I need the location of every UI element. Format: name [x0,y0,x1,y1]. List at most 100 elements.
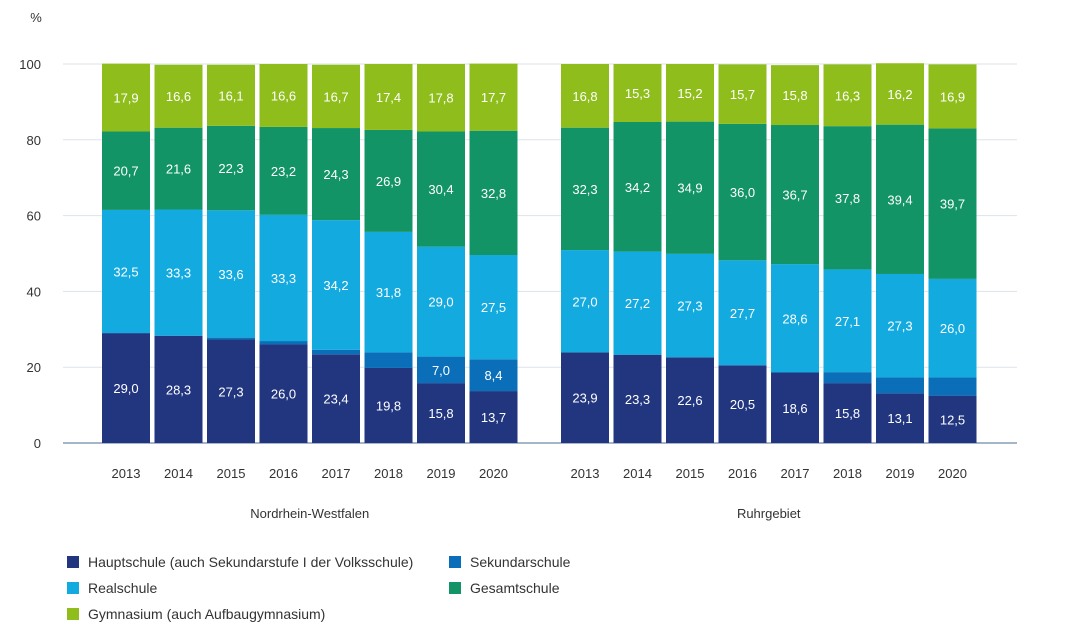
x-tick-label: 2019 [427,466,456,481]
bar-segment-hauptschule [718,365,767,443]
data-label-gesamtschule: 24,3 [323,167,348,182]
data-label-gesamtschule: 32,8 [481,186,506,201]
data-label-gesamtschule: 22,3 [218,161,243,176]
data-label-gymnasium: 16,1 [218,88,243,103]
data-label-gesamtschule: 21,6 [166,162,191,177]
bar-segment-hauptschule [823,383,872,443]
bar-segment-gesamtschule [417,131,465,247]
y-tick-label: 40 [27,284,41,299]
bar-segment-gymnasium [666,64,714,122]
bar-segment-gesamtschule [613,121,662,252]
data-label-hauptschule: 15,8 [835,406,860,421]
bar-segment-gymnasium [102,63,150,132]
bar-segment-realschule [154,209,203,336]
bar-segment-gymnasium [613,64,662,122]
grid-lines [63,63,1017,444]
data-label-realschule: 27,3 [677,299,702,314]
legend-swatch-gymnasium [67,608,79,620]
bar-segment-sekundarschule [823,372,872,384]
data-label-gesamtschule: 36,0 [730,185,755,200]
y-tick-label: 0 [34,436,41,451]
data-label-realschule: 27,3 [887,319,912,334]
data-label-hauptschule: 13,1 [887,411,912,426]
bar-segment-gesamtschule [364,129,413,232]
data-label-sekundarschule: 7,0 [432,363,450,378]
data-label-realschule: 28,6 [782,311,807,326]
bar-segment-gesamtschule [876,124,924,274]
y-tick-label: 100 [19,57,41,72]
data-label-realschule: 33,3 [166,266,191,281]
data-label-hauptschule: 22,6 [677,393,702,408]
legend-item-hauptschule: Hauptschule (auch Sekundarstufe I der Vo… [67,552,413,572]
bar-segment-gymnasium [259,64,308,127]
data-label-realschule: 27,1 [835,314,860,329]
bar-segment-realschule [364,231,413,353]
legend-item-gymnasium: Gymnasium (auch Aufbaugymnasium) [67,604,325,624]
x-tick-label: 2017 [781,466,810,481]
y-tick-label: 60 [27,209,41,224]
bar-segment-gymnasium [417,64,465,132]
data-label-gymnasium: 16,9 [940,89,965,104]
bar-segment-hauptschule [561,352,609,443]
bar-segment-gesamtschule [823,126,872,270]
data-label-realschule: 27,2 [625,296,650,311]
data-label-gesamtschule: 37,8 [835,191,860,206]
bar-segment-gesamtschule [259,126,308,215]
data-label-gesamtschule: 39,4 [887,192,912,207]
data-label-hauptschule: 15,8 [428,406,453,421]
y-axis: 0 20 40 60 80 100 [19,57,41,451]
bar-segment-gymnasium [876,63,924,125]
bar-segment-hauptschule [613,354,662,443]
data-label-realschule: 27,5 [481,300,506,315]
bar-segment-realschule [718,260,767,366]
bar-segment-realschule [876,273,924,378]
data-label-realschule: 34,2 [323,278,348,293]
data-label-gymnasium: 15,8 [782,88,807,103]
data-label-realschule: 27,0 [572,294,597,309]
bar-segment-gymnasium [154,64,203,128]
bar-segment-realschule [823,269,872,373]
bar-segment-gymnasium [771,65,819,126]
data-label-hauptschule: 20,5 [730,397,755,412]
legend-swatch-hauptschule [67,556,79,568]
legend: Hauptschule (auch Sekundarstufe I der Vo… [67,549,627,629]
bar-segment-gymnasium [364,64,413,130]
bar-segment-sekundarschule [469,359,518,392]
bar-segment-gesamtschule [312,128,360,221]
bar-segment-hauptschule [102,333,150,443]
data-label-gymnasium: 17,9 [113,91,138,106]
data-label-hauptschule: 26,0 [271,387,296,402]
data-label-hauptschule: 23,4 [323,392,348,407]
bar-segment-realschule [207,210,255,338]
bar-segment-gesamtschule [928,128,977,279]
bar-segment-gesamtschule [666,121,714,254]
bar-segment-realschule [613,251,662,355]
legend-label-gesamtschule: Gesamtschule [470,580,560,596]
x-tick-label: 2018 [833,466,862,481]
data-label-sekundarschule: 8,4 [484,368,502,383]
bar-segment-gesamtschule [771,125,819,265]
x-tick-label: 2014 [623,466,652,481]
group-label: Ruhrgebiet [737,506,801,521]
x-tick-label: 2015 [217,466,246,481]
data-label-gymnasium: 16,6 [166,89,191,104]
bar-segment-gymnasium [469,63,518,131]
data-label-gymnasium: 16,7 [323,89,348,104]
bar-segment-realschule [771,264,819,373]
legend-label-sekundarschule: Sekundarschule [470,554,571,570]
y-tick-label: 80 [27,133,41,148]
data-label-realschule: 33,6 [218,267,243,282]
bar-segment-hauptschule [259,344,308,443]
bar-segment-sekundarschule [928,377,977,396]
data-label-gesamtschule: 34,2 [625,180,650,195]
data-label-gesamtschule: 23,2 [271,164,296,179]
x-tick-label: 2014 [164,466,193,481]
legend-label-hauptschule: Hauptschule (auch Sekundarstufe I der Vo… [88,554,414,570]
data-label-gymnasium: 16,2 [887,87,912,102]
x-tick-label: 2020 [479,466,508,481]
data-label-realschule: 32,5 [113,265,138,280]
bar-segment-sekundarschule [207,337,255,340]
bar-segment-hauptschule [364,367,413,443]
data-label-realschule: 33,3 [271,271,296,286]
data-label-hauptschule: 29,0 [113,381,138,396]
